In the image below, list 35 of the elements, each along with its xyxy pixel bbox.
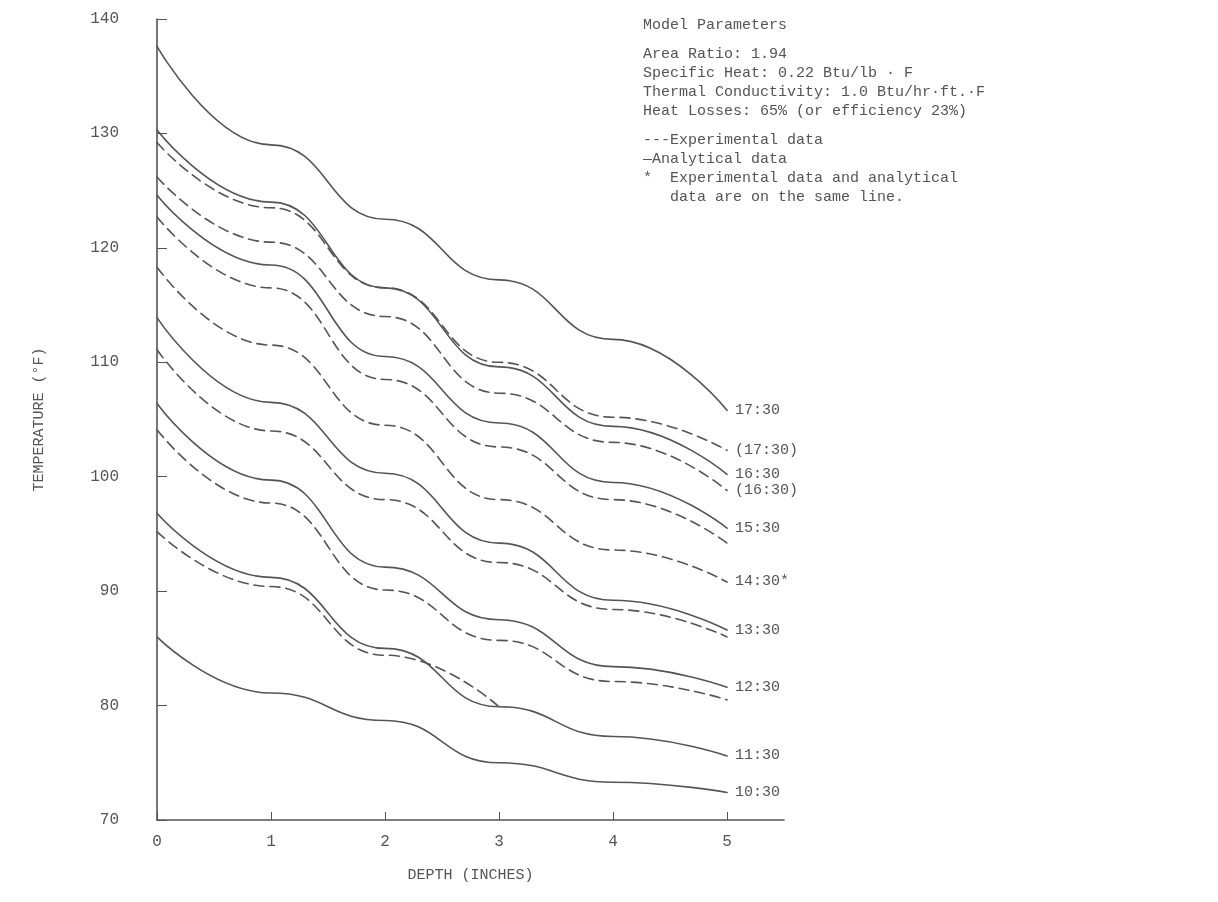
x-tick-label: 2 — [380, 833, 390, 851]
y-tick-label: 70 — [99, 811, 119, 829]
y-tick-label: 90 — [99, 582, 119, 601]
series-label: 13:30 — [735, 621, 781, 639]
series-label: 17:30 — [735, 401, 781, 419]
annotation: * Experimental data and analytical — [643, 170, 959, 187]
y-axis-title: TEMPERATURE (°F) — [31, 347, 48, 492]
x-tick-label: 1 — [266, 833, 276, 851]
x-tick-label: 5 — [722, 833, 732, 851]
annotation: Thermal Conductivity: 1.0 Btu/hr·ft.·F — [643, 84, 986, 101]
y-tick-label: 120 — [90, 238, 119, 257]
y-tick-label: 80 — [99, 696, 119, 715]
annotation: Area Ratio: 1.94 — [643, 46, 788, 63]
annotation: data are on the same line. — [643, 189, 905, 206]
series-label: 12:30 — [735, 678, 781, 696]
y-tick-label: 110 — [90, 353, 119, 372]
x-axis-title: DEPTH (INCHES) — [407, 867, 534, 884]
series-label: 10:30 — [735, 784, 781, 802]
annotation: Model Parameters — [643, 17, 788, 34]
series-label: 15:30 — [735, 519, 781, 537]
annotation: Specific Heat: 0.22 Btu/lb · F — [643, 65, 914, 82]
x-tick-label: 0 — [152, 833, 162, 851]
annotation: ---Experimental data — [643, 132, 824, 149]
series-label: 16:30 — [735, 465, 781, 483]
annotation: Heat Losses: 65% (or efficiency 23%) — [643, 103, 968, 120]
annotation: —Analytical data — [642, 151, 788, 168]
series-label: (16:30) — [735, 481, 799, 499]
series-label: 11:30 — [735, 747, 781, 765]
y-tick-label: 130 — [90, 124, 119, 143]
series-label: 14:30* — [735, 573, 790, 591]
x-tick-label: 3 — [494, 833, 504, 851]
x-tick-label: 4 — [608, 833, 618, 851]
series-label: (17:30) — [735, 441, 799, 459]
y-tick-label: 140 — [90, 10, 119, 28]
y-tick-label: 100 — [90, 467, 119, 486]
